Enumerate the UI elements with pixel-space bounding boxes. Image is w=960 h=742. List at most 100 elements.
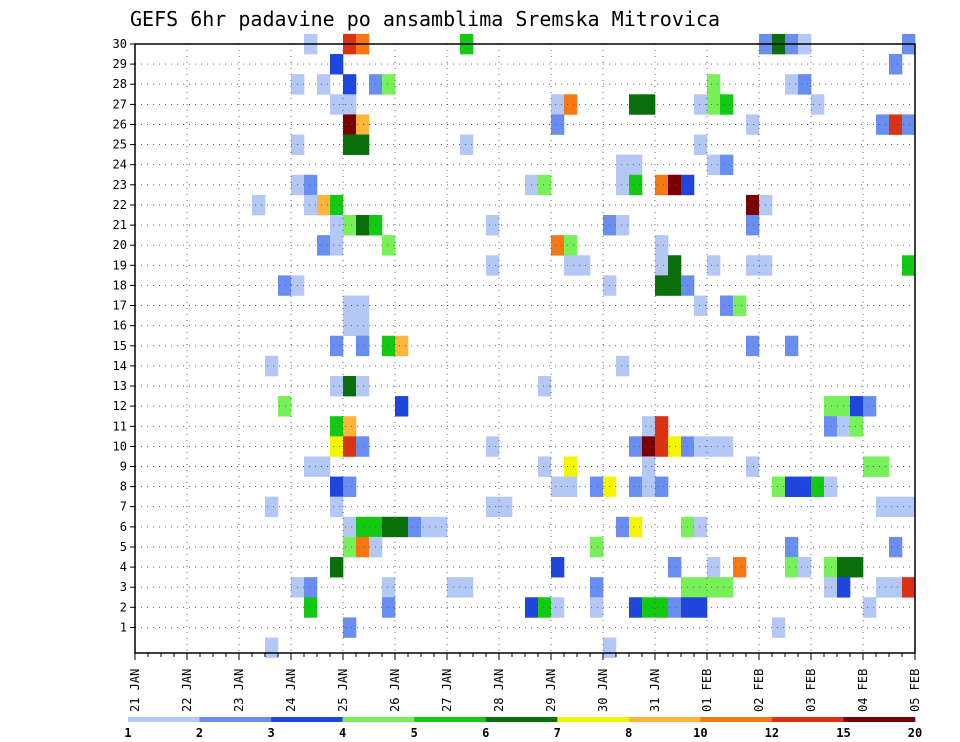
y-tick-label: 3 [120,580,127,594]
precip-cell [317,194,331,216]
y-tick-label: 10 [113,439,127,453]
precip-cell [655,476,669,497]
y-tick-label: 27 [113,97,127,111]
precip-cell [603,637,617,658]
precip-cell [642,94,656,115]
colorbar-label: 4 [339,726,346,740]
y-tick-label: 12 [113,399,127,413]
precip-cell [824,416,838,437]
precip-cell [668,275,682,296]
precip-cell [330,436,344,457]
y-tick-label: 19 [113,258,127,272]
precip-cell [694,516,708,538]
precip-cell [343,134,357,155]
colorbar-label: 20 [908,726,922,740]
y-tick-label: 4 [120,560,127,574]
y-tick-label: 7 [120,500,127,514]
x-tick-label: 03 FEB [804,669,818,712]
precip-cell [707,577,721,598]
precip-cell [655,174,669,196]
y-tick-label: 16 [113,319,127,333]
precip-cell [382,74,396,95]
y-tick-label: 18 [113,278,127,292]
x-axis: 21 JAN 22 JAN 23 JAN 24 JAN 25 JAN 26 JAN 27 J… [128,653,922,712]
precip-cell [304,597,318,618]
precipitation-cells [252,33,916,658]
x-tick-label: 26 JAN [388,669,402,712]
precip-cell [343,436,357,457]
precip-cell [551,557,565,578]
y-tick-label: 15 [113,339,127,353]
precip-cell [668,436,682,457]
precip-cell [343,476,357,497]
precip-cell [330,476,344,497]
colorbar-swatch [557,717,630,722]
precip-cell [785,335,799,357]
precip-cell [720,577,734,598]
y-tick-label: 22 [113,198,127,212]
precip-cell [902,255,916,276]
precip-cell [707,154,721,176]
colorbar-label: 15 [836,726,850,740]
precip-cell [356,315,370,337]
precip-cell [616,215,630,236]
x-tick-label: 02 FEB [752,669,766,712]
precip-cell [499,496,513,518]
y-tick-label: 14 [113,359,127,373]
precip-cell [746,215,760,236]
precip-cell [486,496,500,518]
colorbar-swatch [342,717,415,722]
y-tick-label: 1 [120,620,127,634]
grid-lines [134,43,916,653]
y-tick-label: 28 [113,77,127,91]
colorbar-label: 5 [411,726,418,740]
precip-cell [694,436,708,457]
precip-cell [902,114,916,135]
precip-cell [356,516,370,538]
precip-cell [733,295,747,316]
x-tick-label: 23 JAN [232,669,246,712]
chart-title: GEFS 6hr padavine po ansamblima Sremska … [130,7,720,31]
precip-cell [707,94,721,115]
precip-cell [330,94,344,115]
precip-cell [577,255,591,276]
precip-cell [538,597,552,618]
precip-cell [629,436,643,457]
precip-cell [642,436,656,457]
x-tick-label: 25 JAN [336,669,350,712]
precip-cell [824,577,838,598]
y-tick-label: 25 [113,138,127,152]
y-tick-label: 21 [113,218,127,232]
precip-cell [382,335,396,357]
precip-cell [811,476,825,497]
precip-cell [889,496,903,518]
precip-cell [434,516,448,538]
colorbar-swatch [485,717,558,722]
precip-cell [564,94,578,115]
precip-cell [707,74,721,95]
precip-cell [343,375,357,397]
precip-cell [746,335,760,357]
precip-cell [616,174,630,196]
x-tick-label: 31 JAN [648,669,662,712]
precip-cell [330,416,344,437]
precip-cell [694,94,708,115]
precip-cell [733,557,747,578]
precip-cell [408,516,422,538]
precip-cell [850,396,864,417]
x-tick-label: 22 JAN [180,669,194,712]
y-tick-label: 23 [113,178,127,192]
x-tick-label: 28 JAN [492,669,506,712]
precip-cell [343,74,357,95]
precip-cell [629,597,643,618]
precip-cell [811,94,825,115]
precip-cell [538,375,552,397]
colorbar-label: 12 [765,726,779,740]
y-tick-label: 20 [113,238,127,252]
y-tick-label: 29 [113,57,127,71]
precip-cell [616,516,630,538]
precip-cell [850,557,864,578]
precip-cell [304,194,318,216]
precip-cell [356,335,370,357]
